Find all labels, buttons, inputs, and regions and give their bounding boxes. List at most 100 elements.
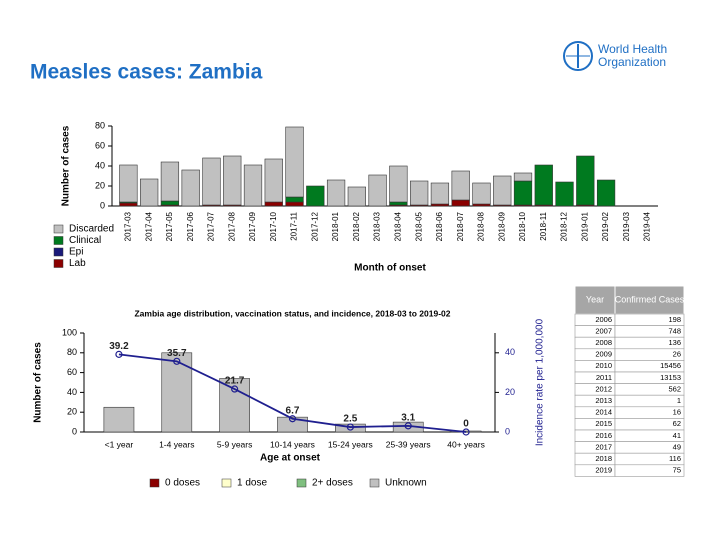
x-tick-label: 2018-04 [393,211,402,241]
bar-segment [596,179,616,207]
table-cell-text: 16 [673,408,681,417]
incidence-point [346,423,354,431]
slide-title: Measles cases: Zambia [30,61,263,84]
bar-segment [285,201,304,207]
data-label: 39.2 [109,341,129,352]
y-tick-label: 20 [95,180,105,190]
incidence-point [115,350,123,358]
table-cell-text: 15456 [660,361,681,370]
bar-segment [534,164,553,206]
bar-segment [451,170,470,201]
logo-text: Organization [598,55,666,69]
incidence-point [462,428,470,436]
y2-tick-label: 20 [505,387,515,397]
table-cell-text: 2012 [595,384,612,393]
y-tick-label: 60 [95,140,105,150]
x-axis-label: Age at onset [260,453,321,464]
legend-label: Clinical [69,235,101,246]
y-axis-label: Number of cases [61,125,72,206]
table-header: Year [586,294,604,304]
logo-emblem [563,41,593,71]
table-cell-text: 2010 [595,361,612,370]
legend-label: Lab [69,258,86,269]
x-tick-label: <1 year [105,439,134,449]
legend-label: Discarded [69,224,114,235]
x-tick-label: 10-14 years [270,439,315,449]
bar-segment [160,200,180,206]
x-tick-label: 2018-11 [539,211,548,240]
table-cell-text: 26 [673,350,681,359]
legend-label: Unknown [385,478,427,489]
x-tick-label: 2017-05 [165,211,174,241]
incidence-point [404,422,412,430]
y-tick-label: 20 [67,407,77,417]
bar-segment [430,182,450,205]
data-label: 35.7 [167,348,187,359]
chart-title: Zambia age distribution, vaccination sta… [134,308,450,318]
bar-segment [160,161,180,202]
x-tick-label: 2019-01 [580,211,589,241]
bar-segment [140,178,159,207]
y-tick-label: 0 [100,200,105,210]
bar-segment [368,174,387,207]
x-tick-label: 2019-02 [601,211,610,241]
x-tick-label: 2017-12 [310,211,319,241]
data-label: 3.1 [401,413,415,424]
table-cell [614,464,685,477]
x-axis-label: Month of onset [354,263,426,274]
x-tick-label: 2018-01 [331,211,340,241]
legend-label: 1 dose [237,478,267,489]
bar-segment [219,378,250,433]
x-tick-label: 2018-12 [560,211,569,241]
table-cell-text: 41 [673,431,681,440]
y-tick-label: 40 [95,160,105,170]
table-cell [614,394,685,408]
x-tick-label: 2018-09 [497,211,506,241]
x-tick-label: 1-4 years [159,439,194,449]
table-cell-text: 2006 [595,315,612,324]
bar-segment [243,164,263,207]
incidence-line [118,353,467,433]
x-tick-label: 2018-05 [414,211,423,241]
x-tick-label: 15-24 years [328,439,373,449]
incidence-point [173,357,181,365]
y2-axis-label: Incidence rate per 1,000,000 [535,318,546,446]
x-tick-label: 40+ years [447,439,485,449]
bar-segment [472,203,491,207]
table-cell-text: 748 [668,326,681,335]
table-cell-text: 49 [673,442,681,451]
bar-segment [347,186,366,207]
legend-swatch [53,247,64,257]
x-tick-label: 2017-04 [144,211,153,241]
x-tick-label: 2018-03 [373,211,382,241]
y-tick-label: 80 [67,347,77,357]
x-tick-label: 2018-10 [518,211,527,241]
bar-segment [277,416,308,433]
bar-segment [119,164,138,203]
bar-segment [389,165,408,203]
x-tick-label: 2017-06 [186,211,195,241]
table-cell-text: 2017 [595,442,612,451]
x-tick-label: 2017-10 [269,211,278,241]
bar-segment [202,157,221,206]
data-label: 2.5 [343,414,357,425]
table-cell-text: 2011 [596,373,612,382]
table-header: Confirmed Cases [615,294,685,304]
bar-segment [264,158,283,203]
data-label: 0 [463,419,469,430]
bar-segment [513,172,533,182]
legend-label: 2+ doses [312,478,353,489]
logo-text: World Health [598,42,667,56]
x-tick-label: 25-39 years [386,439,431,449]
bar-segment [430,203,450,207]
bar-segment [285,196,304,203]
y-tick-label: 0 [72,426,77,436]
x-tick-label: 2019-04 [643,211,652,241]
table-cell-text: 2015 [595,419,612,428]
y-tick-label: 100 [62,327,77,337]
table-cell-text: 2018 [595,454,612,463]
table-cell-text: 136 [668,338,681,347]
bar-segment [451,199,470,207]
table-cell-text: 2019 [595,466,612,475]
bar-segment [264,201,283,207]
